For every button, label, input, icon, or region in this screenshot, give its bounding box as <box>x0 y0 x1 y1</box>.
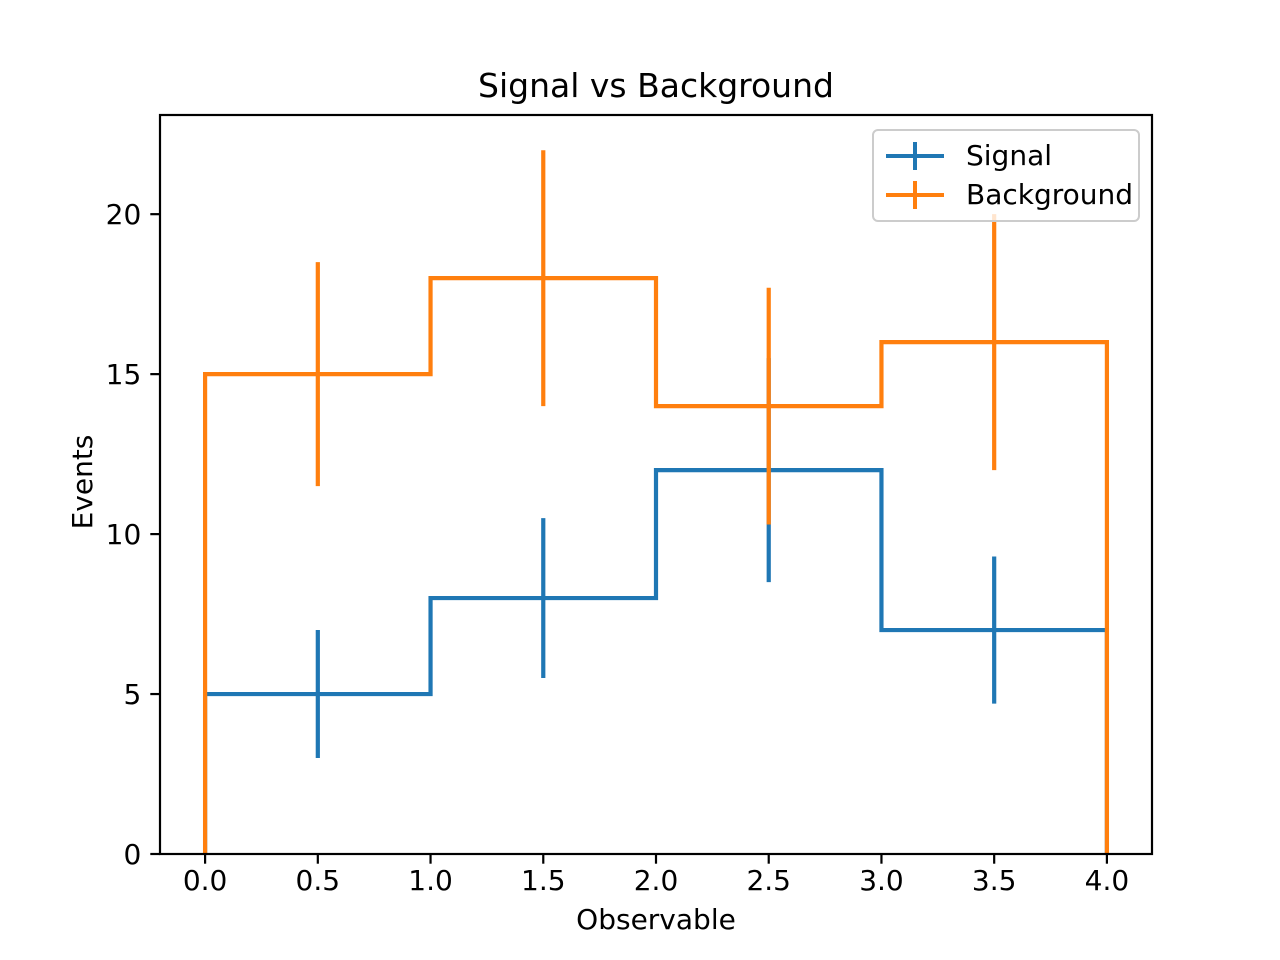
x-tick-label: 0.0 <box>183 864 228 897</box>
x-tick-label: 4.0 <box>1085 864 1130 897</box>
signal-errorbar-marker-icon <box>886 141 944 171</box>
legend-label-signal: Signal <box>966 139 1053 173</box>
background-errorbar-marker-icon <box>886 180 944 210</box>
x-tick-label: 2.0 <box>634 864 679 897</box>
legend-label-background: Background <box>966 177 1134 211</box>
series-layer <box>202 150 1110 854</box>
tick-layer: 0.0 0.5 1.0 1.5 2.0 2.5 3.0 3.5 4.0 0 5 10 15 20 <box>106 198 1130 897</box>
x-tick-label: 1.5 <box>521 864 566 897</box>
y-tick-label: 15 <box>106 358 142 391</box>
x-tick-label: 2.5 <box>746 864 791 897</box>
y-tick-label: 10 <box>106 518 142 551</box>
legend: Signal Background <box>872 129 1140 222</box>
x-tick-label: 3.5 <box>972 864 1017 897</box>
x-axis-label: Observable <box>576 903 736 936</box>
x-tick-label: 0.5 <box>296 864 341 897</box>
y-axis-label: Events <box>66 435 99 530</box>
legend-entry-signal: Signal <box>886 137 1126 175</box>
y-tick-label: 20 <box>106 198 142 231</box>
signal-step-line <box>202 468 1110 854</box>
legend-entry-background: Background <box>886 176 1133 214</box>
y-tick-label: 5 <box>123 678 141 711</box>
y-tick-label: 0 <box>123 838 141 871</box>
x-tick-label: 1.0 <box>408 864 453 897</box>
x-tick-label: 3.0 <box>859 864 904 897</box>
chart-title: Signal vs Background <box>478 66 834 105</box>
